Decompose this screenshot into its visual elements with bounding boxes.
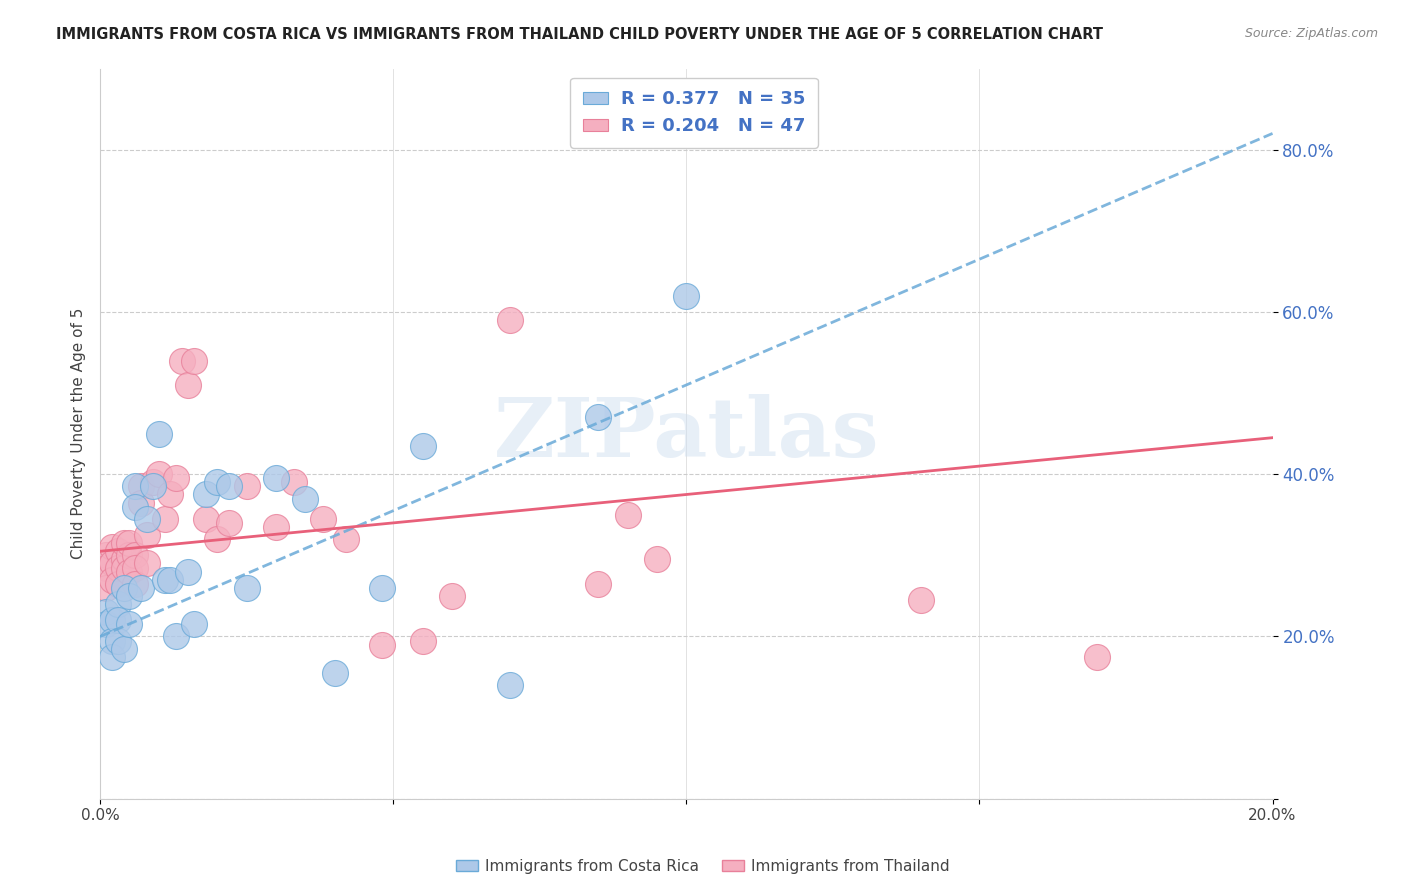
Point	[177, 378, 200, 392]
Point	[153, 512, 176, 526]
Point	[124, 500, 146, 514]
Point	[112, 641, 135, 656]
Point	[142, 479, 165, 493]
Point	[118, 589, 141, 603]
Point	[588, 576, 610, 591]
Point	[107, 597, 129, 611]
Text: Source: ZipAtlas.com: Source: ZipAtlas.com	[1244, 27, 1378, 40]
Point	[183, 353, 205, 368]
Point	[148, 426, 170, 441]
Point	[107, 576, 129, 591]
Point	[440, 589, 463, 603]
Point	[107, 544, 129, 558]
Point	[283, 475, 305, 490]
Point	[112, 536, 135, 550]
Point	[107, 613, 129, 627]
Point	[101, 613, 124, 627]
Point	[194, 487, 217, 501]
Point	[675, 289, 697, 303]
Point	[136, 528, 159, 542]
Point	[370, 581, 392, 595]
Text: ZIPatlas: ZIPatlas	[494, 393, 879, 474]
Point	[107, 560, 129, 574]
Point	[136, 512, 159, 526]
Point	[129, 495, 152, 509]
Point	[588, 410, 610, 425]
Legend: R = 0.377   N = 35, R = 0.204   N = 47: R = 0.377 N = 35, R = 0.204 N = 47	[571, 78, 818, 148]
Point	[499, 313, 522, 327]
Point	[177, 565, 200, 579]
Text: IMMIGRANTS FROM COSTA RICA VS IMMIGRANTS FROM THAILAND CHILD POVERTY UNDER THE A: IMMIGRANTS FROM COSTA RICA VS IMMIGRANTS…	[56, 27, 1104, 42]
Point	[148, 467, 170, 482]
Point	[94, 581, 117, 595]
Point	[235, 581, 257, 595]
Point	[264, 520, 287, 534]
Point	[235, 479, 257, 493]
Point	[124, 479, 146, 493]
Point	[124, 576, 146, 591]
Point	[142, 475, 165, 490]
Point	[264, 471, 287, 485]
Point	[118, 617, 141, 632]
Point	[107, 633, 129, 648]
Point	[101, 557, 124, 571]
Point	[101, 540, 124, 554]
Point	[101, 573, 124, 587]
Point	[94, 560, 117, 574]
Point	[207, 532, 229, 546]
Point	[94, 617, 117, 632]
Point	[118, 536, 141, 550]
Point	[370, 638, 392, 652]
Point	[159, 573, 181, 587]
Point	[153, 573, 176, 587]
Point	[312, 512, 335, 526]
Point	[194, 512, 217, 526]
Point	[910, 593, 932, 607]
Point	[129, 479, 152, 493]
Point	[129, 581, 152, 595]
Point	[112, 552, 135, 566]
Point	[112, 560, 135, 574]
Point	[165, 630, 187, 644]
Point	[616, 508, 638, 522]
Point	[323, 665, 346, 680]
Point	[499, 678, 522, 692]
Point	[159, 487, 181, 501]
Point	[94, 605, 117, 619]
Point	[101, 649, 124, 664]
Point	[183, 617, 205, 632]
Point	[294, 491, 316, 506]
Point	[94, 549, 117, 563]
Point	[412, 439, 434, 453]
Point	[218, 479, 240, 493]
Point	[207, 475, 229, 490]
Point	[136, 557, 159, 571]
Point	[335, 532, 357, 546]
Point	[172, 353, 194, 368]
Point	[412, 633, 434, 648]
Point	[124, 560, 146, 574]
Point	[1085, 649, 1108, 664]
Legend: Immigrants from Costa Rica, Immigrants from Thailand: Immigrants from Costa Rica, Immigrants f…	[450, 853, 956, 880]
Point	[124, 549, 146, 563]
Point	[112, 581, 135, 595]
Point	[645, 552, 668, 566]
Point	[118, 549, 141, 563]
Point	[101, 633, 124, 648]
Point	[218, 516, 240, 530]
Y-axis label: Child Poverty Under the Age of 5: Child Poverty Under the Age of 5	[72, 308, 86, 559]
Point	[165, 471, 187, 485]
Point	[118, 565, 141, 579]
